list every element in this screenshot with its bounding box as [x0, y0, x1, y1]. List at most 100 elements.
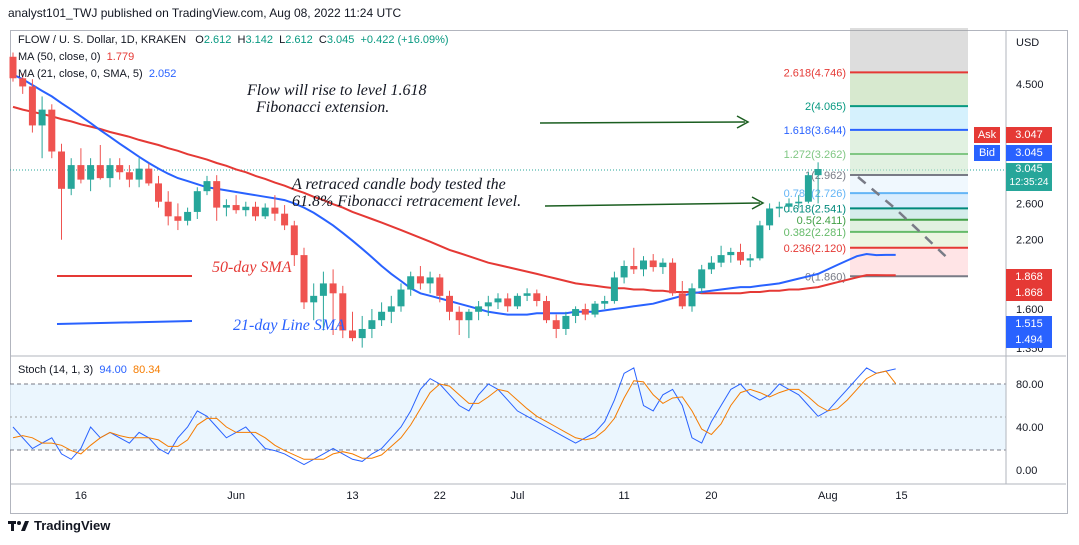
stochastic-lines	[12, 367, 897, 466]
candle-body	[232, 205, 240, 211]
arrow-retrace-head	[751, 196, 765, 210]
price-axis-tick: 2.600	[1016, 198, 1044, 210]
candle-body	[125, 172, 133, 180]
candle-body	[504, 298, 512, 307]
tradingview-logo-icon	[8, 520, 29, 531]
fibonacci-extension[interactable]: 2.618(4.746) 2(4.065) 1.618(3.644) 1.272(3.…	[784, 28, 968, 283]
candle-body	[756, 225, 764, 259]
candle-body	[698, 269, 706, 289]
candle-body	[193, 191, 201, 212]
candle-body	[455, 311, 463, 321]
candle-body	[290, 225, 298, 256]
arrow-extension-head	[736, 115, 750, 129]
candle-body	[155, 183, 162, 202]
price-axis-currency: USD	[1016, 37, 1039, 49]
brand-name: TradingView	[34, 518, 111, 533]
symbol-label: FLOW / U. S. Dollar, 1D, KRAKEN	[18, 34, 187, 46]
candle-body	[106, 165, 114, 179]
ask-tag: 3.047	[1006, 127, 1052, 143]
fib-level-label: 1.618(3.644)	[784, 125, 846, 137]
candle-body	[242, 206, 250, 211]
fib-zone	[850, 72, 968, 107]
candle-body	[300, 255, 308, 303]
candle-body	[775, 206, 783, 209]
annotation-retrace-line1: A retraced candle body tested the	[292, 176, 506, 193]
candle-body	[407, 276, 415, 290]
candle-body	[601, 301, 609, 304]
fib-zone	[850, 247, 968, 277]
ma21-value: 2.052	[148, 68, 177, 80]
low-value: 2.612	[285, 34, 313, 46]
change-value: +0.422 (+16.09%)	[360, 34, 449, 46]
candle-body	[329, 283, 337, 294]
fib-level-label: 1.272(3.262)	[784, 149, 846, 161]
candle-body	[688, 288, 696, 307]
candle-body	[552, 320, 560, 329]
candle-body	[358, 328, 366, 339]
candle-body	[620, 265, 628, 278]
candle-body	[436, 277, 444, 296]
candle-body	[387, 306, 395, 312]
candle-body	[281, 213, 289, 226]
chart-frame[interactable]	[10, 30, 1068, 514]
candle-body	[465, 311, 473, 321]
ma21-tag-2: 1.494	[1006, 332, 1052, 348]
fib-zone-top	[850, 28, 968, 73]
candle-body	[184, 211, 192, 221]
annotation-retrace-line2: 61.8% Fibonacci retracement level.	[292, 193, 522, 210]
price-axis-tick: 4.500	[1016, 79, 1044, 91]
candle-body	[339, 293, 347, 331]
fib-zone	[850, 231, 968, 248]
candle-body	[368, 320, 376, 329]
candle-body	[562, 315, 570, 329]
annotation-rise-line1: Flow will rise to level 1.618	[247, 82, 427, 99]
ma50-tag: 1.868	[1006, 269, 1052, 285]
arrow-extension	[539, 121, 746, 124]
candle-body	[213, 181, 221, 208]
candles	[9, 52, 822, 348]
candle-body	[67, 165, 75, 189]
candle-body	[572, 309, 580, 316]
candle-body	[543, 301, 550, 321]
time-axis-tick: 20	[705, 490, 717, 502]
time-axis-tick: Jun	[227, 490, 245, 502]
high-value: 3.142	[245, 34, 273, 46]
candle-body	[397, 289, 405, 307]
candle-body	[9, 56, 17, 79]
stoch-axis-tick: 40.00	[1016, 422, 1044, 434]
candle-body	[785, 203, 793, 207]
open-value: 2.612	[203, 34, 232, 46]
legend-symbol-row: FLOW / U. S. Dollar, 1D, KRAKEN O2.612 H…	[18, 34, 449, 46]
candle-body	[513, 295, 521, 307]
fib-level-label: 0.382(2.281)	[784, 227, 846, 239]
ma50-label: MA (50, close, 0)	[18, 51, 101, 63]
fib-zone	[850, 175, 968, 194]
legend-ma50-row[interactable]: MA (50, close, 0) 1.779	[18, 51, 134, 63]
annotation-rise-line2: Fibonacci extension.	[256, 99, 390, 116]
axes: USD4.5002.6002.2001.6001.35080.0040.000.…	[75, 37, 1044, 502]
legend-line-21sma	[56, 320, 193, 325]
candle-body	[319, 283, 327, 296]
fib-level-label: 0.5(2.411)	[797, 215, 846, 227]
candle-body	[261, 207, 269, 217]
stoch-d-line	[12, 370, 897, 460]
candle-body	[252, 206, 259, 217]
legend-stoch-row[interactable]: Stoch (14, 1, 3) 94.00 80.34	[18, 364, 161, 376]
candle-body	[795, 201, 803, 204]
candle-body	[77, 165, 85, 180]
arrow-retrace	[544, 202, 761, 207]
annotation-arrows[interactable]	[56, 115, 765, 325]
stoch-k-value: 94.00	[99, 364, 127, 376]
candle-body	[804, 175, 812, 202]
time-axis-tick: Jul	[510, 490, 524, 502]
candle-body	[746, 258, 754, 261]
candle-body	[87, 165, 95, 180]
candle-body	[640, 260, 647, 270]
candle-body	[581, 309, 589, 315]
legend-ma21-row[interactable]: MA (21, close, 0, SMA, 5) 2.052	[18, 68, 176, 80]
candle-body	[766, 208, 774, 226]
fib-level-label: 0.618(2.541)	[784, 203, 846, 215]
time-axis-tick: 15	[895, 490, 907, 502]
tradingview-footer[interactable]: TradingView	[8, 518, 110, 533]
